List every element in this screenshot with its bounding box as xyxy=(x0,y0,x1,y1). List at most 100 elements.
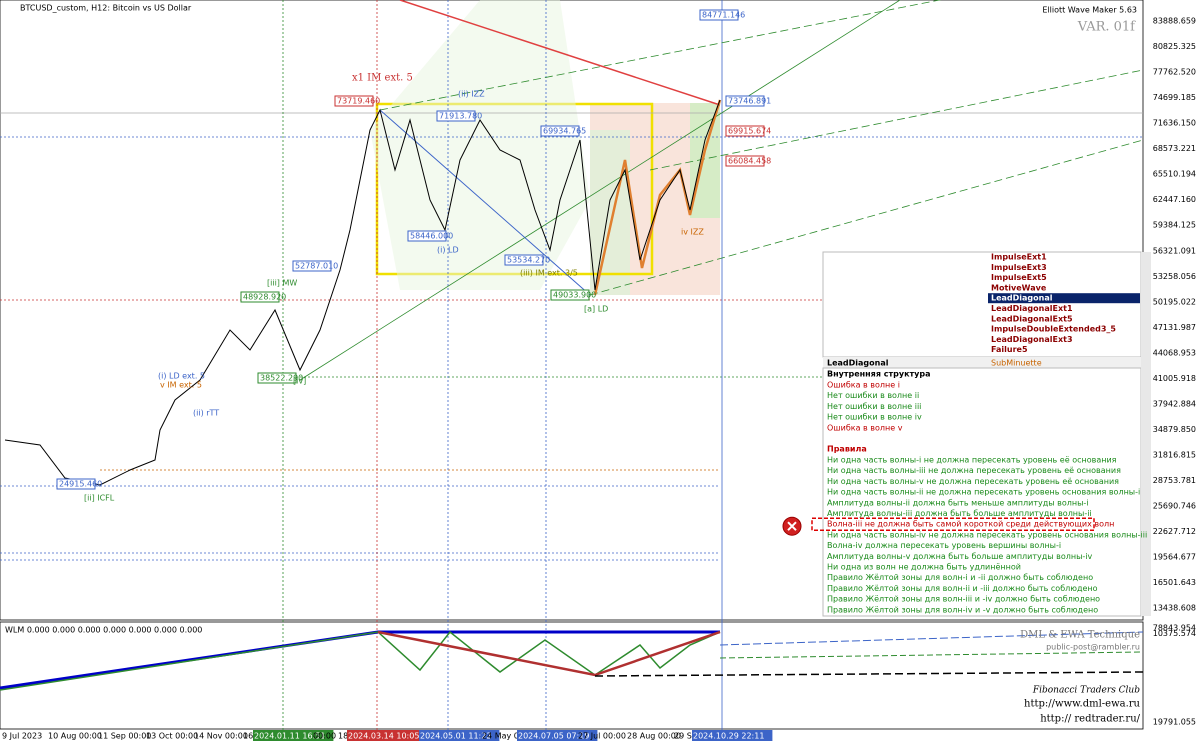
price-label: 25690.746 xyxy=(1153,502,1196,511)
price-tag-text: 38522.290 xyxy=(260,374,303,383)
indicator-name: Elliott Wave Maker 5.63 xyxy=(1042,6,1137,15)
date-label: 2024.07.05 07:19 xyxy=(518,732,589,741)
date-label: 2024.10.29 22:11 xyxy=(693,732,764,741)
price-tag-text: 58446.000 xyxy=(410,232,453,241)
price-label: 13438.608 xyxy=(1153,604,1196,613)
price-tag xyxy=(725,155,765,167)
scrollbar[interactable] xyxy=(1141,252,1151,616)
price-label: 71636.150 xyxy=(1153,119,1196,128)
pattern-item[interactable]: ImpulseExt1 xyxy=(991,253,1047,262)
date-label: 2024.01.11 16:51 xyxy=(254,732,325,741)
club: Fibonacci Traders Club xyxy=(1032,686,1140,696)
rule-item: Волна-iv должна пересекать уровень верши… xyxy=(827,541,1061,550)
price-tag xyxy=(540,125,580,137)
price-label: 28753.781 xyxy=(1153,476,1196,485)
date-label: 2024.03.14 10:05 xyxy=(348,732,419,741)
price-label: 59384.125 xyxy=(1153,221,1196,230)
date-tag xyxy=(253,730,334,741)
indicator-label: WLM 0.000 0.000 0.000 0.000 0.000 0.000 … xyxy=(5,626,202,635)
pattern-item[interactable]: ImpulseExt3 xyxy=(991,263,1047,272)
date-tag xyxy=(692,730,773,741)
rule-item: Ни одна часть волны-iv не должна пересек… xyxy=(827,530,1147,539)
price-tag xyxy=(407,230,447,242)
wave-label: (iii) IM ext. 3/5 xyxy=(520,269,578,278)
price-label: 65510.194 xyxy=(1153,170,1196,179)
zone xyxy=(590,130,630,295)
date-label: 14 Nov 00:00 xyxy=(194,732,248,741)
rule-item: Ни одна часть волны-i не должна пересека… xyxy=(827,456,1117,465)
price-tag xyxy=(56,478,96,490)
pattern-item[interactable]: LeadDiagonalExt3 xyxy=(991,335,1073,344)
wave-label: [ii] ICFL xyxy=(84,494,115,503)
price-tag-text: 53534.270 xyxy=(507,256,550,265)
rule-item: Ни одна часть волны-iii не должна пересе… xyxy=(827,466,1121,475)
price-label: 78843.954 xyxy=(1153,624,1196,633)
price-label: 44068.953 xyxy=(1153,348,1196,357)
channel xyxy=(370,0,590,290)
failed-rule-box xyxy=(811,517,1095,531)
rule-item: Амплитуда волны-iii должна быть больше а… xyxy=(827,509,1092,518)
pattern-item[interactable]: LeadDiagonalExt1 xyxy=(991,304,1073,313)
rule-item: Ни одна часть волны-v не должна пересека… xyxy=(827,477,1119,486)
wave-label: v IM ext. 5 xyxy=(160,381,202,390)
price-tag xyxy=(292,260,332,272)
wave-label: [iii] MW xyxy=(267,279,297,288)
rule-item: Правило Жёлтой зоны для волн-ii и -iii д… xyxy=(827,584,1098,593)
price-label: 80825.325 xyxy=(1153,42,1196,51)
price-label: 19564.677 xyxy=(1153,553,1196,562)
price-label: 56321.091 xyxy=(1153,246,1196,255)
rule-item: Амплитуда волны-v должна быть больше амп… xyxy=(827,552,1093,561)
price-label: 47131.987 xyxy=(1153,323,1196,332)
price-label: 68573.221 xyxy=(1153,144,1196,153)
price-tag-text: 49033.900 xyxy=(553,291,596,300)
wave-label: [iv] xyxy=(293,377,306,386)
chart-title: BTCUSD_custom, H12: Bitcoin vs US Dollar xyxy=(20,4,192,13)
structure-item: Ошибка в волне v xyxy=(827,423,903,432)
structure-item: Ошибка в волне i xyxy=(827,381,900,390)
pattern-panel: LeadDiagonal SubMinuette Внутренняя стру… xyxy=(822,251,1151,617)
forum: http:// redtrader.ru/ xyxy=(1040,714,1140,725)
price-tag-text: 52787.010 xyxy=(295,262,338,271)
price-tag xyxy=(550,289,590,301)
structure-item: Нет ошибки в волне iii xyxy=(827,402,921,411)
date-label: 16 xyxy=(243,732,253,741)
price-tag-text: 24915.460 xyxy=(59,480,102,489)
price-label: 74699.185 xyxy=(1153,93,1196,102)
date-label: 27 Jul 00:00 xyxy=(578,732,626,741)
price-tag-text: 66084.458 xyxy=(728,157,771,166)
structure-title: Внутренняя структура xyxy=(827,370,930,379)
pattern-item[interactable]: LeadDiagonal xyxy=(991,294,1053,303)
price-label: 31816.815 xyxy=(1153,451,1196,460)
version: VAR. 01f xyxy=(1077,20,1136,35)
pattern-item[interactable]: MotiveWave xyxy=(991,283,1047,292)
pattern-status xyxy=(823,357,1141,368)
rules-title: Правила xyxy=(827,445,867,454)
pattern-item[interactable]: LeadDiagonalExt5 xyxy=(991,314,1073,323)
price-tag xyxy=(240,291,280,303)
price-label: 53258.056 xyxy=(1153,272,1196,281)
date-tag xyxy=(419,730,500,741)
rule-item: Правило Жёлтой зоны для волн-iv и -v дол… xyxy=(827,605,1098,614)
price-label: 22627.712 xyxy=(1153,527,1196,536)
date-label: 2024.05.01 11:22 xyxy=(420,732,491,741)
price-label: 34879.850 xyxy=(1153,425,1196,434)
wave-label: (i) LD xyxy=(437,246,459,255)
technique: DML & EWA Technique xyxy=(1020,630,1140,641)
wave-label: (i) LD ext. 5 xyxy=(158,372,205,381)
price-tag xyxy=(334,95,374,107)
date-label: 00:00 xyxy=(313,732,336,741)
wave-label: iv IZZ xyxy=(681,228,704,237)
date-label: 29 Se xyxy=(674,732,697,741)
rule-item: Волна-iii не должна быть самой короткой … xyxy=(827,520,1114,529)
pattern-item[interactable]: Failure5 xyxy=(991,345,1028,354)
pattern-item[interactable]: ImpulseDoubleExtended3_5 xyxy=(991,325,1116,334)
price-tag xyxy=(257,372,297,384)
price-tag xyxy=(699,9,739,21)
current-pattern: LeadDiagonal xyxy=(827,359,889,368)
date-label: 13 Oct 00:00 xyxy=(146,732,198,741)
price-tag-text: 84771.146 xyxy=(702,11,745,20)
rule-item: Правило Жёлтой зоны для волн-iii и -iv д… xyxy=(827,595,1100,604)
pattern-item[interactable]: ImpulseExt5 xyxy=(991,273,1047,282)
price-label: 50195.022 xyxy=(1153,297,1196,306)
